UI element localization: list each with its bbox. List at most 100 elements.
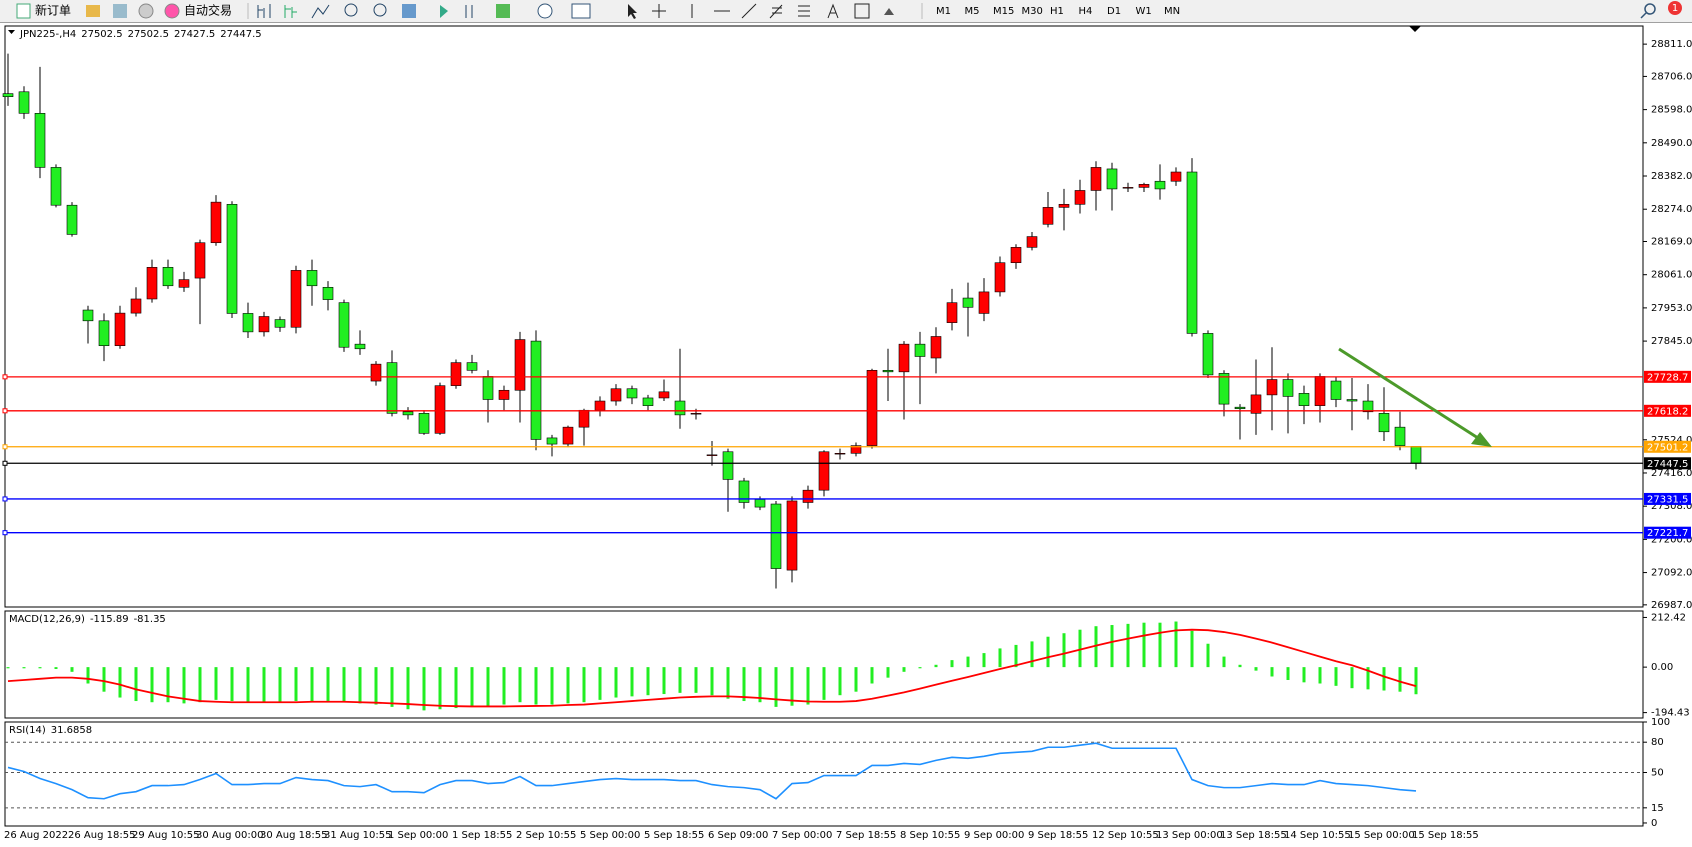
macd-bar — [950, 660, 954, 668]
y-tick-label: 27524.0 — [1651, 435, 1692, 446]
timeframe-button[interactable]: H4 — [1079, 6, 1093, 17]
crosshair-icon[interactable] — [652, 4, 666, 18]
y-tick-label: 0 — [1651, 818, 1657, 829]
candle-body — [1026, 236, 1038, 248]
candle-body — [226, 203, 238, 314]
panel-frame — [4, 721, 1644, 827]
macd-bar — [166, 667, 170, 703]
y-tick-label: -194.43 — [1651, 708, 1690, 719]
icon[interactable] — [113, 4, 127, 18]
y-tick-label: 28706.0 — [1651, 71, 1692, 82]
candle-body — [722, 451, 734, 480]
macd-bar — [758, 667, 762, 703]
rsi-line — [7, 742, 1417, 800]
bar-chart-icon[interactable] — [257, 4, 271, 18]
candle-body — [978, 291, 990, 314]
macd-bar — [438, 667, 442, 710]
macd-bar — [86, 667, 90, 684]
candle-body — [306, 270, 318, 287]
channel-icon[interactable] — [769, 4, 783, 19]
search-icon[interactable] — [1644, 3, 1656, 15]
macd-bar — [726, 667, 730, 699]
shift-icon[interactable] — [465, 5, 473, 18]
candle-body — [34, 113, 46, 168]
macd-bar — [582, 667, 586, 703]
x-tick-label: 13 Sep 00:00 — [1156, 830, 1223, 841]
auto-trading-icon[interactable] — [164, 3, 180, 19]
icon[interactable] — [86, 5, 100, 17]
candle-body — [1090, 167, 1102, 191]
candle-body — [1410, 446, 1422, 464]
candle-body — [162, 267, 174, 287]
macd-bar — [1286, 667, 1290, 680]
candle-body — [82, 309, 94, 322]
candle-icon[interactable] — [284, 5, 297, 18]
candle-body — [274, 319, 286, 328]
label-icon[interactable] — [854, 3, 870, 19]
candle-body — [690, 413, 702, 415]
scroll-icon[interactable] — [440, 5, 448, 18]
trend-arrow[interactable] — [1338, 347, 1479, 440]
candle-body — [210, 201, 222, 244]
periods-icon[interactable] — [537, 3, 553, 19]
fibo-icon[interactable] — [798, 5, 810, 17]
macd-bar — [1222, 656, 1226, 668]
candle-body — [1074, 190, 1086, 205]
candle-body — [194, 242, 206, 279]
alert-badge[interactable] — [1668, 1, 1682, 15]
arrows-icon[interactable] — [884, 8, 894, 15]
header-value: -115.89 — [90, 614, 129, 625]
macd-bar — [918, 667, 922, 669]
y-tick-label: 50 — [1651, 767, 1664, 778]
new-order-icon[interactable] — [16, 3, 31, 19]
trendline-icon[interactable] — [741, 3, 757, 19]
zoom-in-icon[interactable] — [344, 3, 358, 17]
timeframe-button[interactable]: H1 — [1050, 6, 1064, 17]
candle-body — [1330, 380, 1342, 400]
candle-body — [1186, 171, 1198, 334]
x-tick-label: 5 Sep 00:00 — [580, 830, 640, 841]
macd-bar — [454, 667, 458, 709]
new-order-button[interactable]: 新订单 — [35, 3, 71, 18]
cursor-icon[interactable] — [628, 4, 637, 19]
indicators-icon[interactable] — [496, 4, 510, 18]
candle-body — [1170, 171, 1182, 182]
macd-bar — [502, 667, 506, 705]
candle-body — [930, 336, 942, 359]
zoom-out-icon[interactable] — [373, 3, 387, 17]
timeframe-button[interactable]: M1 — [936, 6, 951, 17]
text-icon[interactable] — [827, 3, 839, 19]
timeframe-button[interactable]: M15 — [993, 6, 1014, 17]
candle-body — [450, 362, 462, 386]
macd-bar — [902, 667, 906, 672]
x-tick-label: 31 Aug 10:55 — [324, 830, 391, 841]
candle-body — [946, 302, 958, 323]
candle-body — [546, 437, 558, 445]
candle-body — [514, 339, 526, 391]
timeframe-button[interactable]: D1 — [1107, 6, 1121, 17]
timeframe-button[interactable]: M30 — [1022, 6, 1043, 17]
macd-bar — [422, 667, 426, 711]
candle-body — [1010, 247, 1022, 264]
timeframe-button[interactable]: MN — [1164, 6, 1180, 17]
x-tick-label: 15 Sep 18:55 — [1412, 830, 1479, 841]
shift-marker[interactable] — [1409, 26, 1421, 32]
tile-icon[interactable] — [402, 4, 416, 18]
macd-bar — [22, 667, 26, 669]
x-tick-label: 13 Sep 18:55 — [1220, 830, 1287, 841]
line-icon[interactable] — [311, 4, 330, 19]
macd-bar — [1030, 641, 1034, 668]
timeframe-button[interactable]: M5 — [965, 6, 980, 17]
icon[interactable] — [138, 3, 154, 19]
header-value: 27502.5 — [128, 29, 169, 40]
candle-body — [1202, 333, 1214, 376]
candle-body — [66, 204, 78, 235]
macd-bar — [838, 667, 842, 696]
y-tick-label: 100 — [1651, 717, 1670, 728]
timeframe-button[interactable]: W1 — [1136, 6, 1152, 17]
macd-bar — [662, 667, 666, 695]
templates-icon[interactable] — [571, 3, 591, 19]
candle-body — [1362, 400, 1374, 413]
macd-bar — [614, 667, 618, 698]
auto-trading-button[interactable]: 自动交易 — [184, 3, 232, 18]
